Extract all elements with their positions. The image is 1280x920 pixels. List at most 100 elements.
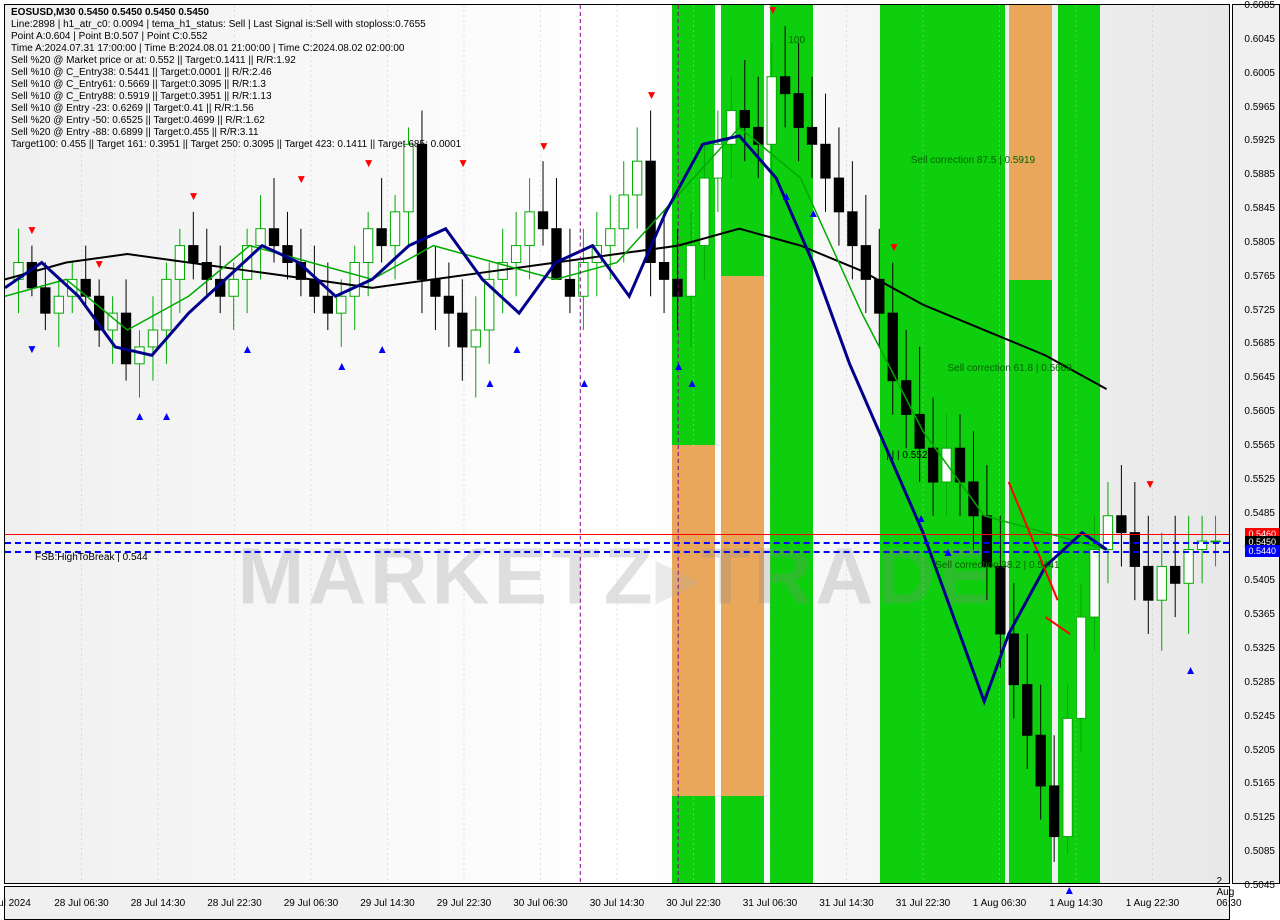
arrow-down-icon: ▼ — [26, 223, 38, 237]
info-line: Sell %20 @ Market price or at: 0.552 || … — [11, 55, 296, 67]
price-tag: 0.5440 — [1245, 545, 1279, 557]
y-axis-label: 0.5205 — [1244, 745, 1275, 756]
y-axis-label: 0.5245 — [1244, 711, 1275, 722]
y-axis-label: 0.5325 — [1244, 643, 1275, 654]
arrow-up-icon: ▲ — [242, 342, 254, 356]
arrow-up-icon: ▲ — [161, 409, 173, 423]
x-axis-label: 29 Jul 06:30 — [284, 898, 339, 909]
horizontal-line — [5, 542, 1229, 544]
y-axis-label: 0.5165 — [1244, 778, 1275, 789]
arrow-down-icon: ▼ — [1144, 477, 1156, 491]
chart-container: MARKETZ▸TRADE EOSUSD,M30 0.5450 0.5450 0… — [0, 0, 1280, 920]
y-axis-label: 0.5605 — [1244, 406, 1275, 417]
info-line: Point A:0.604 | Point B:0.507 | Point C:… — [11, 31, 207, 43]
green-band — [880, 5, 923, 883]
y-axis-label: 0.6045 — [1244, 34, 1275, 45]
arrow-down-icon: ▼ — [26, 342, 38, 356]
y-axis-label: 0.5485 — [1244, 508, 1275, 519]
y-axis-label: 0.5925 — [1244, 135, 1275, 146]
arrow-down-icon: ▼ — [646, 88, 658, 102]
x-axis-label: 30 Jul 14:30 — [590, 898, 645, 909]
info-line: Time A:2024.07.31 17:00:00 | Time B:2024… — [11, 43, 404, 55]
arrow-up-icon: ▲ — [807, 206, 819, 220]
y-axis-label: 0.5525 — [1244, 474, 1275, 485]
info-line: Sell %10 @ C_Entry61: 0.5669 || Target:0… — [11, 79, 266, 91]
arrow-up-icon: ▲ — [915, 511, 927, 525]
horizontal-line — [5, 551, 1229, 553]
y-axis-label: 0.5645 — [1244, 372, 1275, 383]
arrow-down-icon: ▼ — [188, 189, 200, 203]
x-axis-label: 29 Jul 22:30 — [437, 898, 492, 909]
y-axis-label: 0.5405 — [1244, 575, 1275, 586]
arrow-up-icon: ▲ — [942, 545, 954, 559]
annotation-100: 100 — [788, 35, 805, 46]
info-line: Target100: 0.455 || Target 161: 0.3951 |… — [11, 139, 461, 151]
arrow-up-icon: ▲ — [511, 342, 523, 356]
x-axis-label: 29 Jul 14:30 — [360, 898, 415, 909]
fsb-label: FSB:HighToBreak | 0.544 — [35, 552, 148, 563]
x-axis-label: 1 Aug 22:30 — [1126, 898, 1179, 909]
arrow-up-icon: ▲ — [134, 409, 146, 423]
y-axis-label: 0.5805 — [1244, 237, 1275, 248]
y-axis-label: 0.5045 — [1244, 880, 1275, 891]
annotation-sell-382: Sell correction 38.2 | 0.5441 — [935, 560, 1059, 571]
y-axis-label: 0.5965 — [1244, 102, 1275, 113]
arrow-up-icon: ▲ — [1185, 663, 1197, 677]
x-axis-label: 30 Jul 06:30 — [513, 898, 568, 909]
chart-title: EOSUSD,M30 0.5450 0.5450 0.5450 0.5450 — [11, 7, 209, 19]
annotation-sell-875: Sell correction 87.5 | 0.5919 — [911, 155, 1035, 166]
arrow-down-icon: ▼ — [767, 3, 779, 17]
y-axis-label: 0.6085 — [1244, 0, 1275, 11]
y-axis-label: 0.5685 — [1244, 338, 1275, 349]
orange-band — [672, 445, 715, 796]
y-axis-label: 0.5285 — [1244, 677, 1275, 688]
x-axis-label: 28 Jul 14:30 — [131, 898, 186, 909]
x-axis-label: 2 Aug 06:30 — [1216, 876, 1241, 909]
x-axis-label: 1 Aug 06:30 — [973, 898, 1026, 909]
y-axis-label: 0.5765 — [1244, 271, 1275, 282]
y-axis: 0.60850.60450.60050.59650.59250.58850.58… — [1232, 4, 1280, 884]
green-band — [1058, 5, 1101, 883]
chart-plot-area[interactable]: MARKETZ▸TRADE EOSUSD,M30 0.5450 0.5450 0… — [4, 4, 1230, 884]
arrow-up-icon: ▲ — [1063, 883, 1075, 897]
x-axis-label: 30 Jul 22:30 — [666, 898, 721, 909]
arrow-up-icon: ▲ — [686, 376, 698, 390]
green-band — [923, 5, 966, 883]
arrow-down-icon: ▼ — [363, 156, 375, 170]
info-line: Sell %10 @ C_Entry38: 0.5441 || Target:0… — [11, 67, 272, 79]
y-axis-label: 0.5125 — [1244, 812, 1275, 823]
info-line: Sell %20 @ Entry -50: 0.6525 || Target:0… — [11, 115, 265, 127]
x-axis-label: 28 Jul 22:30 — [207, 898, 262, 909]
orange-band — [721, 276, 764, 796]
x-axis-label: 27 Jul 2024 — [0, 898, 31, 909]
arrow-up-icon: ▲ — [578, 376, 590, 390]
arrow-up-icon: ▲ — [484, 376, 496, 390]
green-band — [966, 5, 1005, 883]
arrow-up-icon: ▲ — [673, 359, 685, 373]
x-axis: 27 Jul 202428 Jul 06:3028 Jul 14:3028 Ju… — [4, 886, 1230, 920]
info-line: Sell %10 @ C_Entry88: 0.5919 || Target:0… — [11, 91, 272, 103]
info-line: Sell %10 @ Entry -23: 0.6269 || Target:0… — [11, 103, 254, 115]
y-axis-label: 0.5565 — [1244, 440, 1275, 451]
arrow-down-icon: ▼ — [93, 257, 105, 271]
y-axis-label: 0.5365 — [1244, 609, 1275, 620]
y-axis-label: 0.6005 — [1244, 68, 1275, 79]
annotation-pointc: | | | 0.552 — [886, 450, 927, 461]
y-axis-label: 0.5725 — [1244, 305, 1275, 316]
arrow-up-icon: ▲ — [376, 342, 388, 356]
y-axis-label: 0.5845 — [1244, 203, 1275, 214]
annotation-sell-618: Sell correction 61.8 | 0.5669 — [947, 363, 1071, 374]
x-axis-label: 28 Jul 06:30 — [54, 898, 109, 909]
x-axis-label: 31 Jul 14:30 — [819, 898, 874, 909]
x-axis-label: 1 Aug 14:30 — [1049, 898, 1102, 909]
arrow-down-icon: ▼ — [457, 156, 469, 170]
y-axis-label: 0.5085 — [1244, 846, 1275, 857]
horizontal-line — [5, 534, 1229, 535]
x-axis-label: 31 Jul 06:30 — [743, 898, 798, 909]
y-axis-label: 0.5885 — [1244, 169, 1275, 180]
info-line: Sell %20 @ Entry -88: 0.6899 || Target:0… — [11, 127, 259, 139]
green-band — [770, 5, 813, 883]
arrow-down-icon: ▼ — [538, 139, 550, 153]
arrow-down-icon: ▼ — [295, 172, 307, 186]
arrow-up-icon: ▲ — [336, 359, 348, 373]
